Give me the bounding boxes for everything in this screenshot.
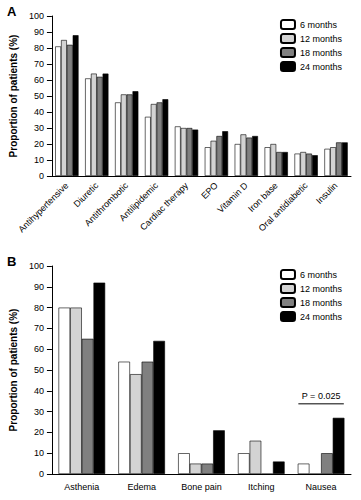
svg-text:Itching: Itching — [248, 482, 275, 492]
svg-text:6 months: 6 months — [300, 270, 338, 280]
svg-text:24 months: 24 months — [300, 62, 343, 72]
svg-text:Edema: Edema — [127, 482, 156, 492]
svg-text:18 months: 18 months — [300, 48, 343, 58]
svg-text:24 months: 24 months — [300, 312, 343, 322]
svg-text:40: 40 — [34, 386, 44, 396]
svg-text:EPO: EPO — [199, 180, 219, 200]
svg-text:60: 60 — [34, 344, 44, 354]
svg-text:P = 0.025: P = 0.025 — [302, 391, 341, 401]
svg-text:40: 40 — [34, 107, 44, 117]
svg-text:70: 70 — [34, 323, 44, 333]
svg-text:Antithrombotic: Antithrombotic — [82, 180, 131, 229]
svg-text:90: 90 — [34, 282, 44, 292]
svg-text:80: 80 — [34, 43, 44, 53]
svg-text:12 months: 12 months — [300, 34, 343, 44]
svg-text:30: 30 — [34, 407, 44, 417]
svg-text:Nausea: Nausea — [306, 482, 337, 492]
svg-text:50: 50 — [34, 365, 44, 375]
svg-text:90: 90 — [34, 27, 44, 37]
svg-text:Diuretic: Diuretic — [72, 180, 101, 209]
svg-text:Bone pain: Bone pain — [181, 482, 222, 492]
svg-text:Oral antidiabetic: Oral antidiabetic — [257, 180, 310, 233]
svg-text:Asthenia: Asthenia — [64, 482, 99, 492]
svg-text:20: 20 — [34, 139, 44, 149]
svg-text:Iron base: Iron base — [246, 180, 280, 214]
svg-text:70: 70 — [34, 59, 44, 69]
svg-text:10: 10 — [34, 448, 44, 458]
svg-text:Cardiac therapy: Cardiac therapy — [138, 180, 190, 232]
svg-text:18 months: 18 months — [300, 298, 343, 308]
svg-text:0: 0 — [39, 171, 44, 181]
svg-text:100: 100 — [29, 11, 44, 21]
svg-text:A: A — [7, 4, 17, 19]
svg-text:100: 100 — [29, 261, 44, 271]
svg-text:Vitamin D: Vitamin D — [215, 180, 250, 215]
svg-text:30: 30 — [34, 123, 44, 133]
svg-text:12 months: 12 months — [300, 284, 343, 294]
svg-text:80: 80 — [34, 303, 44, 313]
svg-text:Antilipidemic: Antilipidemic — [117, 180, 161, 224]
svg-text:20: 20 — [34, 427, 44, 437]
svg-text:Insulin: Insulin — [314, 180, 339, 205]
svg-text:60: 60 — [34, 75, 44, 85]
svg-text:Proportion of patients (%): Proportion of patients (%) — [8, 35, 19, 158]
svg-text:10: 10 — [34, 155, 44, 165]
svg-text:0: 0 — [39, 469, 44, 479]
svg-text:6 months: 6 months — [300, 20, 338, 30]
svg-text:B: B — [7, 254, 16, 269]
svg-text:50: 50 — [34, 91, 44, 101]
svg-text:Antihypertensive: Antihypertensive — [16, 180, 70, 234]
svg-text:Proportion of patients (%): Proportion of patients (%) — [8, 309, 19, 432]
